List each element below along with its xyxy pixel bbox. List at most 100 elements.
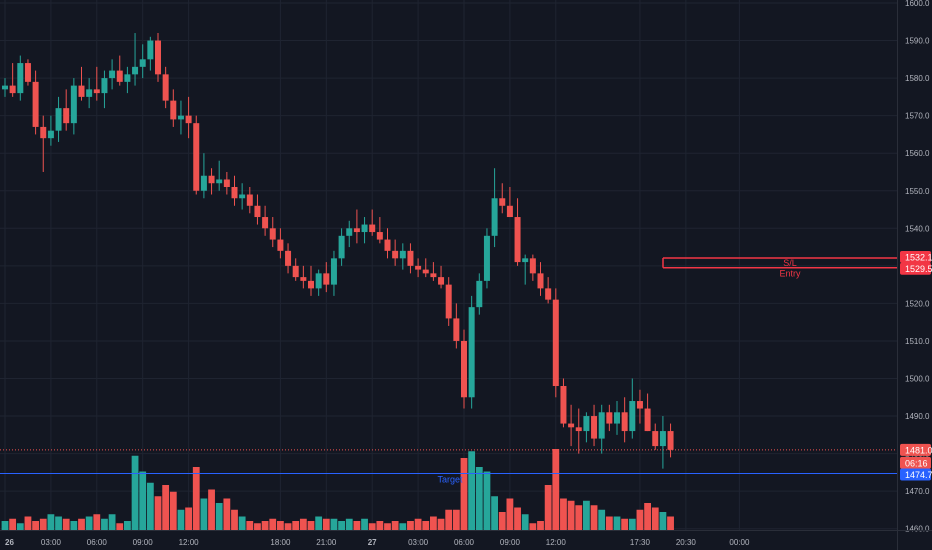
volume-bar (521, 514, 529, 530)
time-tick-label: 27 (368, 538, 377, 547)
volume-bar (62, 518, 70, 530)
candle-body (514, 217, 521, 263)
volume-bar (560, 498, 567, 530)
candle-body (445, 284, 452, 319)
volume-bar (583, 500, 590, 530)
candle-body (392, 250, 399, 259)
candle-body (499, 198, 506, 206)
entry-text: Entry (779, 269, 801, 279)
candle-body (537, 273, 544, 289)
volume-bar (47, 514, 55, 530)
candle-body (2, 85, 8, 90)
candle-body (583, 416, 590, 432)
price-tick-label: 1520.0 (905, 299, 930, 308)
candle-body (216, 179, 223, 184)
candle-body (407, 250, 414, 266)
candle-body (223, 179, 230, 187)
candle-body (185, 115, 192, 124)
time-tick-label: 09:00 (133, 538, 154, 547)
volume-bar (659, 512, 667, 530)
candle-body (124, 74, 131, 82)
candle-body (47, 130, 54, 139)
volume-bar (384, 523, 391, 530)
time-tick-label: 00:00 (729, 538, 750, 547)
price-tick-label: 1580.0 (905, 74, 930, 83)
price-badges: 1532.1 1529.5 1481.0 06:16 1474.7 (900, 250, 932, 481)
price-tick-label: 1470.0 (905, 487, 930, 496)
time-tick-label: 21:00 (316, 538, 337, 547)
volume-bar (292, 521, 300, 530)
volume-bar (353, 521, 361, 530)
candle-body (17, 63, 24, 94)
volume-bar (483, 471, 491, 530)
price-tick-label: 1590.0 (905, 37, 930, 46)
candle-body (399, 250, 406, 259)
candle-body (430, 273, 437, 278)
candle-body (9, 85, 16, 94)
candle-body (491, 198, 498, 236)
volume-bar (368, 523, 376, 530)
volume-bar (651, 507, 659, 530)
candle-body (369, 224, 376, 233)
volume-bar (391, 521, 399, 530)
volume-bar (78, 518, 85, 530)
candle-body (86, 89, 93, 97)
candle-body (606, 412, 613, 424)
price-tick-label: 1490.0 (905, 412, 930, 421)
candle-body (438, 277, 445, 285)
price-tick-label: 1550.0 (905, 187, 930, 196)
volume-bar (215, 503, 223, 530)
volume-bar (376, 521, 384, 530)
volume-bar (307, 521, 315, 530)
volume-bar (246, 521, 254, 530)
stop-loss-price-label: 1532.1 (905, 252, 932, 262)
volume-bar (131, 455, 139, 530)
volume-bar (514, 507, 521, 530)
candle-body (78, 85, 85, 97)
volume-bar (315, 516, 323, 530)
candle-body (636, 401, 643, 409)
candle-body (101, 78, 108, 94)
candle-body (659, 431, 666, 447)
bar-countdown-label: 06:16 (905, 458, 928, 468)
candle-body (109, 70, 116, 79)
volume-bar (407, 521, 414, 530)
candle-body (483, 235, 490, 281)
candle-body (644, 408, 651, 432)
price-tick-label: 1560.0 (905, 149, 930, 158)
candle-body (116, 70, 123, 82)
volume-bar (414, 518, 422, 530)
price-tick-label: 1540.0 (905, 224, 930, 233)
volume-bar (231, 509, 238, 530)
volume-bar (116, 523, 124, 530)
volume-bar (254, 523, 261, 530)
time-tick-label: 18:00 (270, 538, 291, 547)
candle-body (338, 235, 345, 259)
candle-body (652, 431, 659, 447)
price-tick-label: 1510.0 (905, 337, 930, 346)
time-tick-label: 20:30 (676, 538, 697, 547)
entry-price-badge (900, 262, 931, 275)
candle-body (353, 228, 360, 233)
candle-body (32, 81, 39, 127)
price-tick-label: 1500.0 (905, 375, 930, 384)
candle-body (155, 40, 161, 75)
price-tick-label: 1460.0 (905, 525, 930, 534)
candle-body (300, 277, 307, 281)
candle-body (55, 108, 62, 131)
time-tick-label: 06:00 (87, 538, 108, 547)
volume-bar (162, 485, 170, 530)
target-text: Target (437, 475, 463, 485)
candle-body (63, 108, 70, 124)
candle-body (193, 123, 200, 191)
stop-loss-text: S/L (783, 258, 797, 268)
candle-body (254, 205, 261, 218)
volume-bar (330, 518, 338, 530)
volume-bar (169, 491, 177, 530)
volume-bar (93, 514, 101, 530)
volume-bar (667, 516, 674, 530)
volume-bar (445, 509, 453, 530)
candle-body (506, 205, 513, 218)
